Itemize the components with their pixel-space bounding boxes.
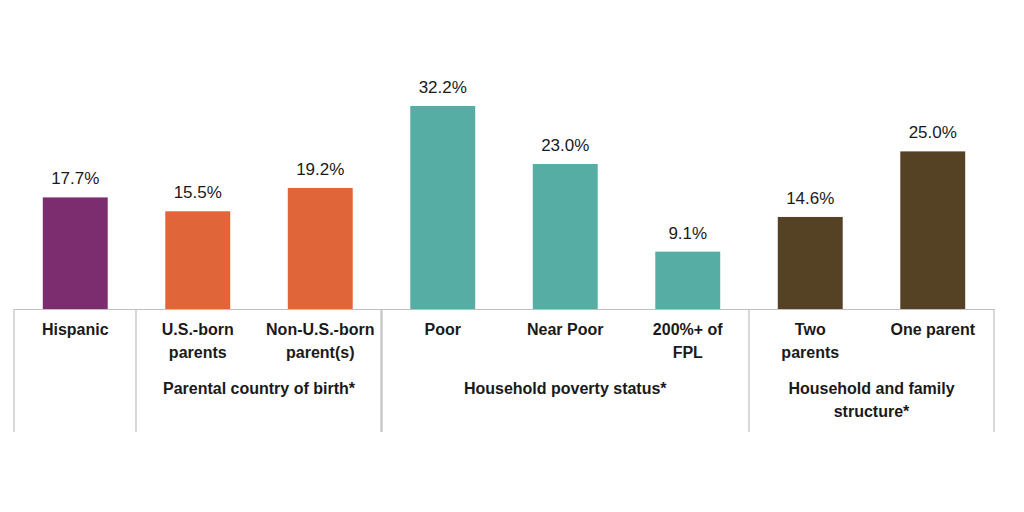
group-label: Parental country of birth* [163, 380, 356, 397]
data-label: 14.6% [786, 189, 834, 208]
text-line: 200%+ of [653, 321, 723, 338]
bar [410, 106, 475, 309]
x-axis: Hispanic U.S.-born parents Non-U.S.-born par… [15, 309, 995, 361]
tick: One parent [891, 309, 976, 338]
tick-label: Hispanic [42, 321, 109, 338]
data-label: 15.5% [174, 183, 222, 202]
group-label: Household and family structure* [788, 380, 954, 420]
separator [13, 309, 14, 432]
tick: Non-U.S.-born parent(s) [266, 309, 374, 361]
tick-label: One parent [891, 321, 976, 338]
tick: Two parents [781, 309, 839, 361]
text-line: Household and family [788, 380, 954, 397]
text-line: Parental country of birth* [163, 380, 356, 397]
text-line: Two [795, 321, 826, 338]
text-line: Household poverty status* [464, 380, 667, 397]
separator [748, 309, 749, 432]
bar [778, 217, 843, 309]
text-line: Non-U.S.-born [266, 321, 374, 338]
text-line: Hispanic [42, 321, 109, 338]
text-line: parent(s) [286, 344, 354, 361]
bar [43, 197, 108, 309]
data-label: 23.0% [541, 136, 589, 155]
data-label: 32.2% [419, 78, 467, 97]
data-label: 9.1% [668, 224, 707, 243]
group-label: Household poverty status* [464, 380, 667, 397]
tick-label: Two parents [781, 321, 839, 361]
data-label: 17.7% [51, 169, 99, 188]
tick: 200%+ of FPL [653, 309, 723, 361]
separator [381, 309, 382, 432]
separators [14, 309, 994, 432]
tick-label: 200%+ of FPL [653, 321, 723, 361]
tick-label: Poor [425, 321, 461, 338]
data-label: 25.0% [909, 123, 957, 142]
text-line: parents [781, 344, 839, 361]
text-line: parents [169, 344, 227, 361]
group-labels: Parental country of birth* Household pove… [163, 380, 955, 420]
text-line: Poor [425, 321, 461, 338]
tick: Poor [425, 309, 461, 338]
tick-label: Non-U.S.-born parent(s) [266, 321, 374, 361]
bar [900, 151, 965, 309]
bar [655, 252, 720, 309]
tick: Hispanic [42, 309, 109, 338]
text-line: One parent [891, 321, 976, 338]
tick: Near Poor [527, 309, 603, 338]
bar [288, 188, 353, 309]
bar [533, 164, 598, 309]
data-labels: 17.7% 15.5% 19.2% 32.2% 23.0% 9.1% 14.6% 25.0% [51, 78, 957, 243]
text-line: Near Poor [527, 321, 603, 338]
text-line: structure* [834, 403, 910, 420]
tick: U.S.-born parents [162, 309, 234, 361]
chart: Hispanic U.S.-born parents Non-U.S.-born par… [0, 0, 1024, 512]
text-line: FPL [673, 344, 703, 361]
bar [165, 211, 230, 309]
data-label: 19.2% [296, 160, 344, 179]
tick-label: U.S.-born parents [162, 321, 234, 361]
separator [135, 309, 136, 432]
separator [380, 309, 381, 432]
tick-label: Near Poor [527, 321, 603, 338]
bars [43, 106, 965, 309]
separator [993, 309, 994, 432]
axis-line [15, 309, 995, 310]
text-line: U.S.-born [162, 321, 234, 338]
